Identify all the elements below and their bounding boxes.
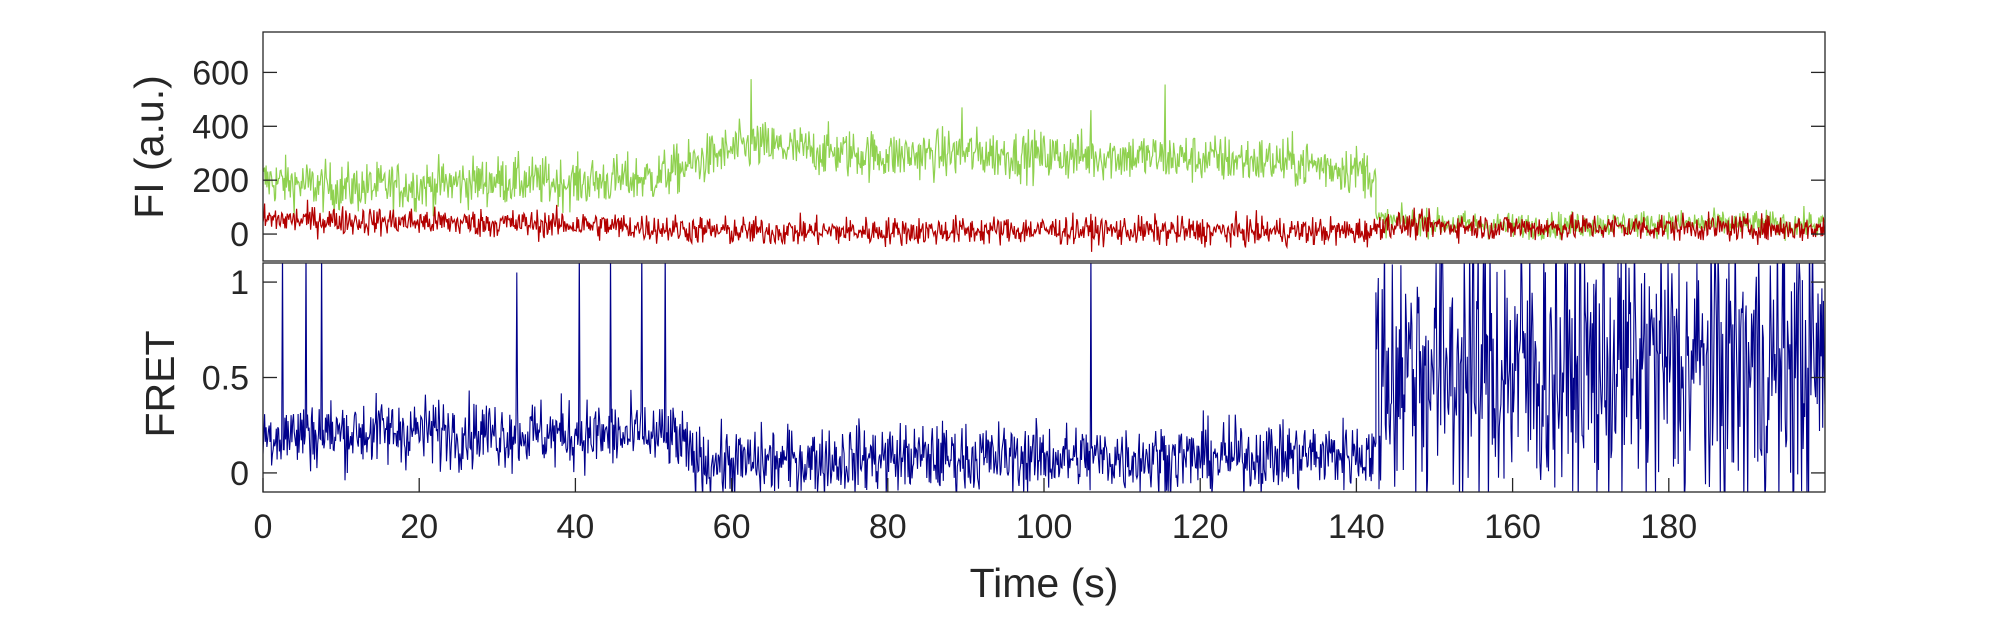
y-tick-label: 1 [230, 264, 249, 302]
trace-line [263, 263, 1825, 492]
intensity-y-axis-label: FI (a.u.) [126, 75, 172, 219]
x-tick-label: 0 [254, 508, 273, 546]
x-tick-label: 180 [1640, 508, 1697, 546]
y-tick-label: 0 [230, 216, 249, 254]
fret-trace [263, 263, 1825, 492]
x-tick-label: 60 [713, 508, 751, 546]
x-tick-label: 80 [869, 508, 907, 546]
x-tick-label: 100 [1016, 508, 1073, 546]
x-tick-label: 120 [1172, 508, 1229, 546]
time-x-axis-label: Time (s) [970, 560, 1119, 606]
y-tick-label: 0 [230, 455, 249, 493]
y-tick-label: 400 [192, 108, 249, 146]
y-tick-label: 0.5 [202, 360, 249, 398]
x-tick-label: 160 [1484, 508, 1541, 546]
donor-trace [263, 79, 1825, 241]
trace-line [263, 199, 1825, 252]
fret-y-ticks: 00.51 [202, 264, 1825, 493]
fret-y-axis-label: FRET [137, 330, 183, 437]
acceptor-trace [263, 199, 1825, 252]
y-tick-label: 600 [192, 54, 249, 92]
intensity-plot-box [262, 31, 1826, 262]
time-x-ticks: 0 20 40 60 80 100 120 140 160 180 [254, 478, 1697, 546]
intensity-y-ticks: 0 200 400 600 [192, 54, 1825, 254]
y-tick-label: 200 [192, 162, 249, 200]
x-tick-label: 140 [1328, 508, 1385, 546]
intensity-panel: 0 200 400 600 FI (a.u.) [126, 31, 1826, 262]
x-tick-label: 20 [400, 508, 438, 546]
trace-line [263, 79, 1825, 241]
x-tick-label: 40 [556, 508, 594, 546]
fret-panel: 00.51 0 20 40 60 80 100 120 140 160 180 FRET Time… [137, 262, 1826, 606]
